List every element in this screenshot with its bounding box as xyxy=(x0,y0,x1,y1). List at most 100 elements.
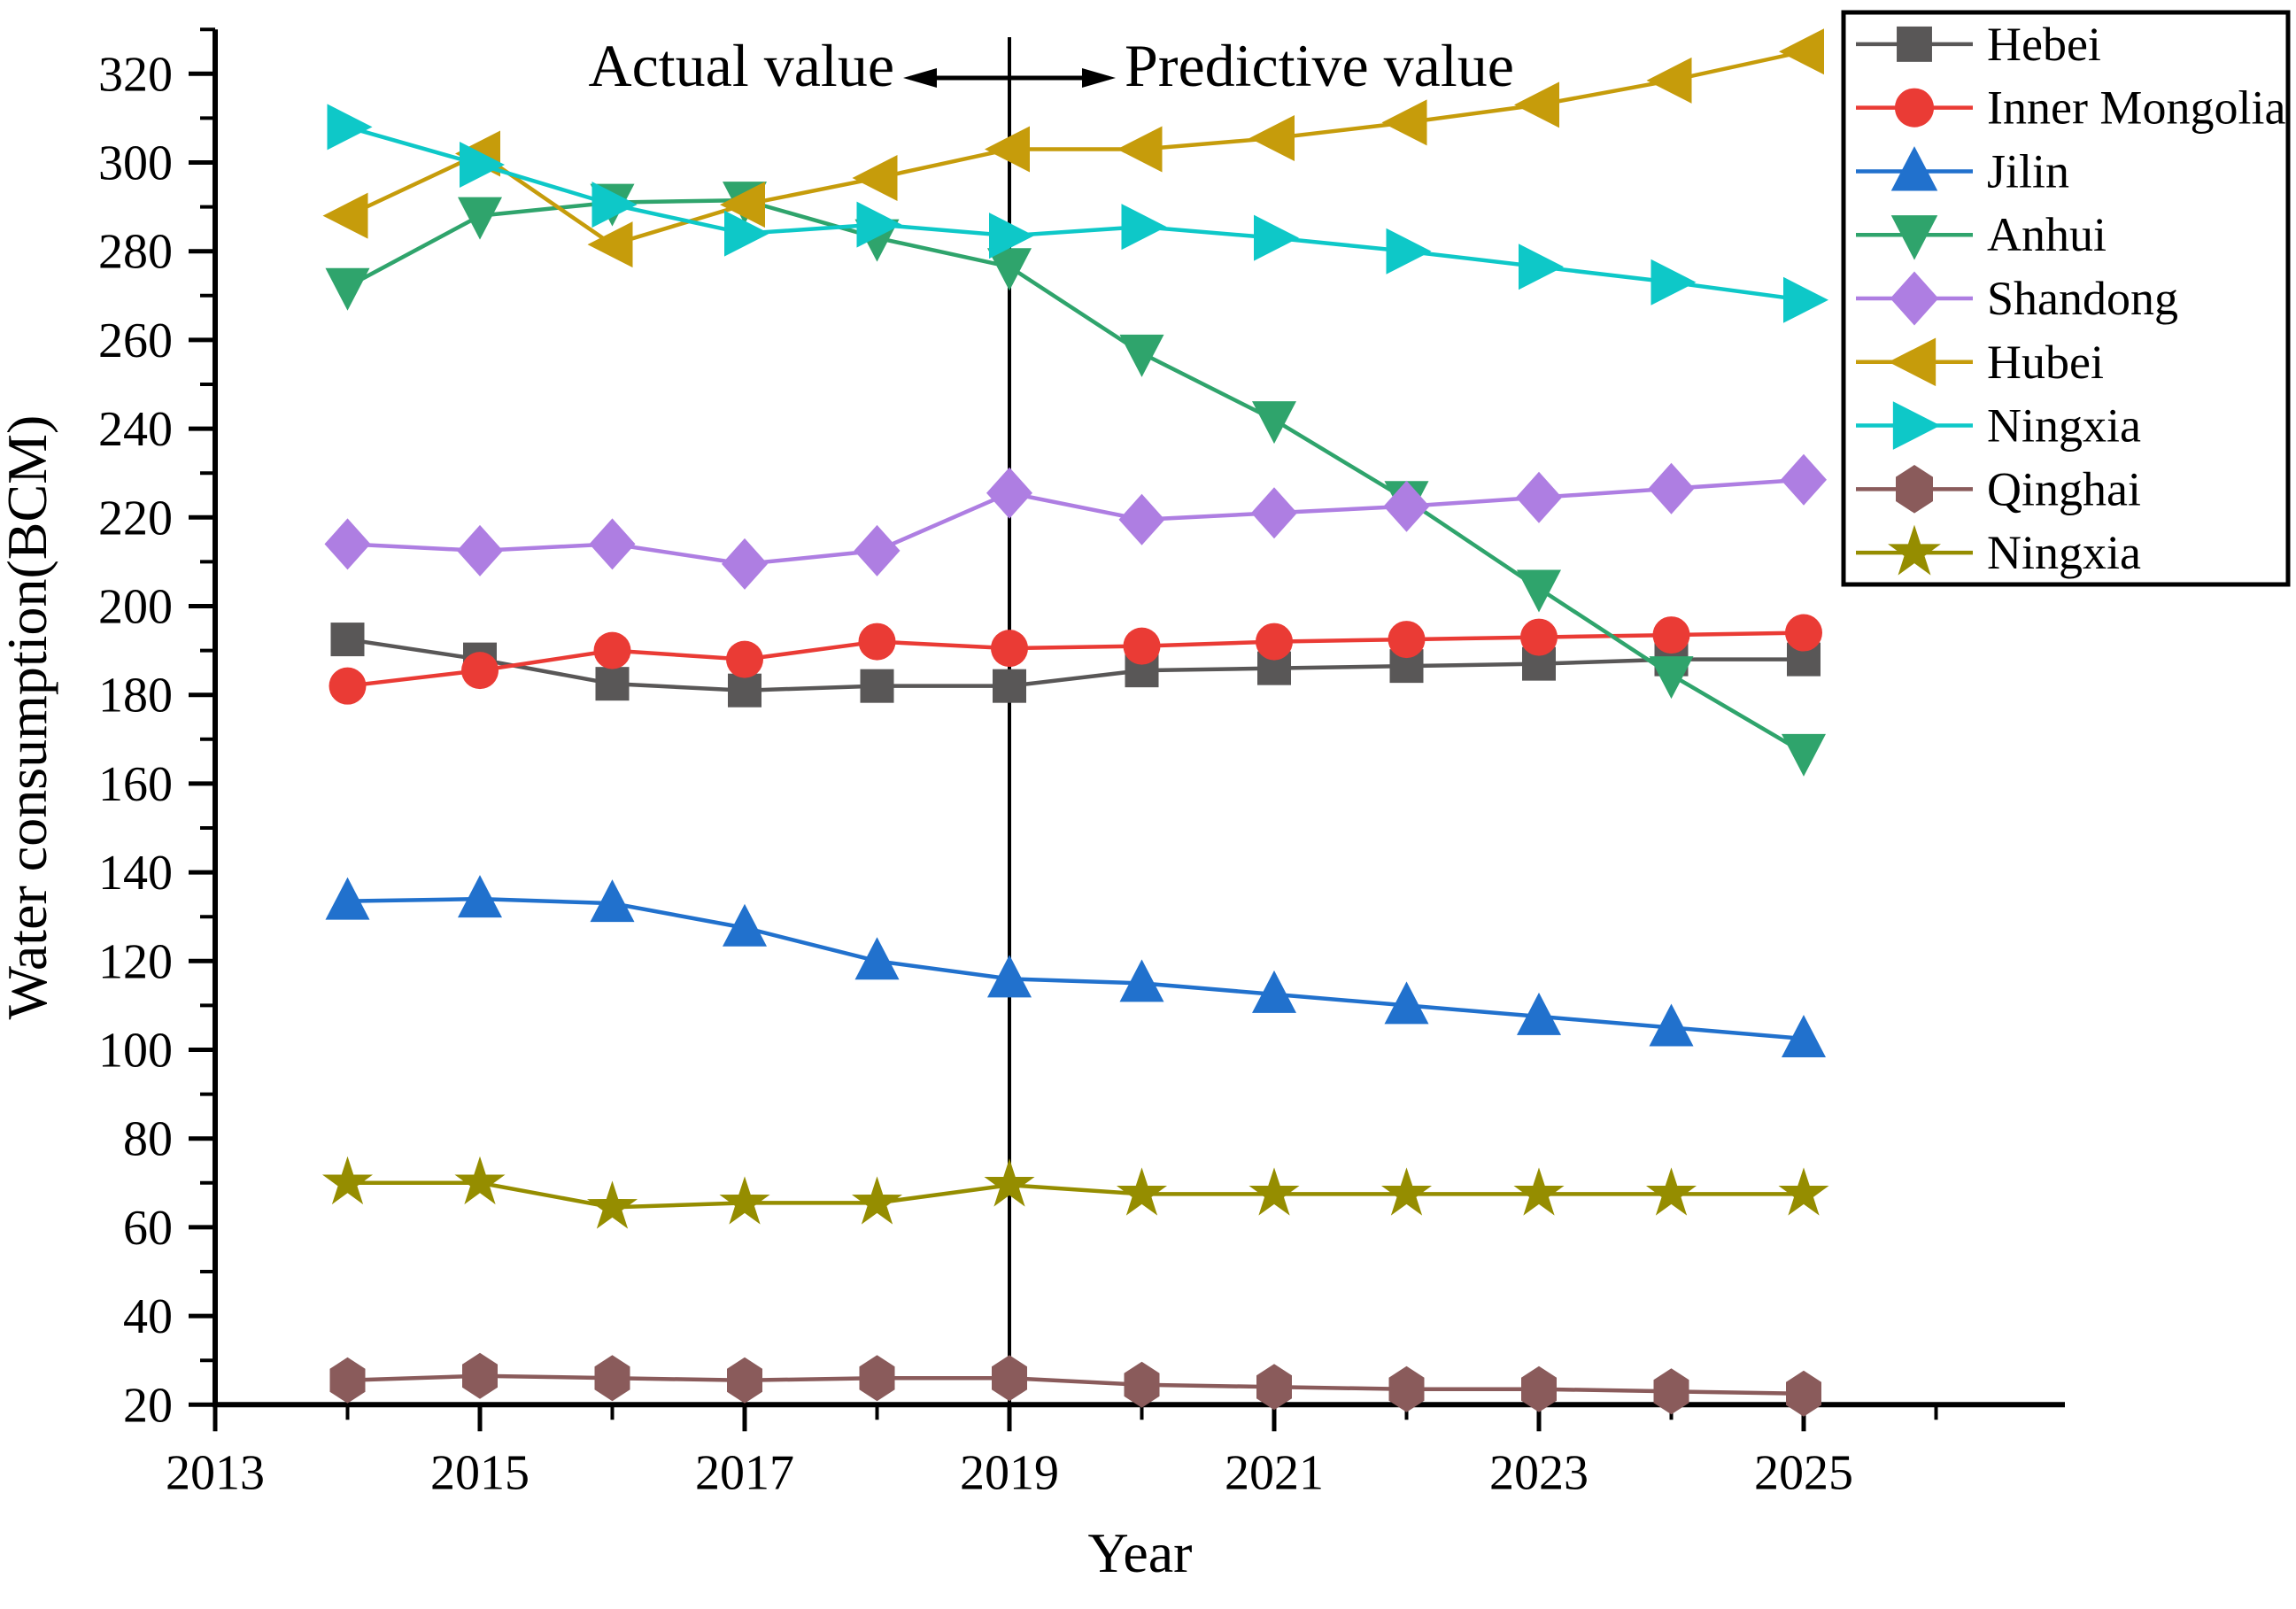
star-marker-icon xyxy=(454,1156,506,1205)
triangle-up-marker-icon xyxy=(987,955,1032,998)
star-marker-icon xyxy=(1513,1167,1565,1216)
series-inner-mongolia-1 xyxy=(329,614,1822,705)
y-tick-label: 320 xyxy=(98,47,173,102)
square-marker-icon xyxy=(728,673,761,708)
series-qinghai-7 xyxy=(329,1352,1821,1417)
arrowhead-right-icon xyxy=(1082,68,1116,88)
star-marker-icon xyxy=(586,1180,638,1229)
star-marker-icon xyxy=(1248,1167,1300,1216)
triangle-left-marker-icon xyxy=(322,192,368,239)
legend-item-inner-mongolia-1: Inner Mongolia xyxy=(1856,81,2285,135)
hexagon-marker-icon xyxy=(859,1355,895,1402)
triangle-right-marker-icon xyxy=(327,104,373,151)
circle-marker-icon xyxy=(1388,621,1426,659)
triangle-down-marker-icon xyxy=(325,267,370,311)
y-tick-label: 140 xyxy=(98,846,173,901)
x-tick-label: 2017 xyxy=(695,1445,794,1500)
triangle-left-marker-icon xyxy=(852,155,898,202)
star-marker-icon xyxy=(719,1176,770,1225)
legend-item-ningxia-8: Ningxia xyxy=(1856,524,2141,579)
legend-label: Shandong xyxy=(1987,272,2178,325)
triangle-right-marker-icon xyxy=(1254,214,1299,261)
triangle-down-marker-icon xyxy=(1649,656,1694,700)
circle-marker-icon xyxy=(1123,627,1161,665)
annotation: Actual value Predictive value xyxy=(588,32,1514,1405)
triangle-up-marker-icon xyxy=(1517,992,1561,1035)
triangle-right-marker-icon xyxy=(1121,204,1167,251)
y-tick-label: 280 xyxy=(98,225,173,280)
legend-item-ningxia-6: Ningxia xyxy=(1856,399,2141,453)
legend-label: Hebei xyxy=(1987,18,2101,71)
legend-item-hebei-0: Hebei xyxy=(1856,18,2101,71)
circle-marker-icon xyxy=(593,631,631,669)
circle-marker-icon xyxy=(991,630,1028,668)
hexagon-marker-icon xyxy=(462,1352,498,1399)
y-tick-label: 120 xyxy=(98,934,173,989)
diamond-marker-icon xyxy=(457,524,503,576)
star-marker-icon xyxy=(1116,1167,1168,1216)
triangle-down-marker-icon xyxy=(1119,334,1164,377)
diamond-marker-icon xyxy=(1781,453,1827,506)
hexagon-marker-icon xyxy=(992,1355,1027,1402)
predictive-value-label: Predictive value xyxy=(1125,32,1514,99)
x-tick-label: 2013 xyxy=(166,1445,265,1500)
triangle-up-marker-icon xyxy=(1119,959,1164,1002)
series-line xyxy=(346,50,1805,247)
triangle-up-marker-icon xyxy=(1890,146,1938,191)
diamond-marker-icon xyxy=(1648,462,1695,514)
actual-value-label: Actual value xyxy=(588,32,894,99)
triangle-right-marker-icon xyxy=(856,201,902,248)
triangle-left-marker-icon xyxy=(1381,99,1427,146)
triangle-down-marker-icon xyxy=(1517,569,1561,613)
triangle-down-marker-icon xyxy=(987,248,1032,291)
square-marker-icon xyxy=(330,623,365,657)
diamond-marker-icon xyxy=(324,518,371,570)
y-tick-label: 220 xyxy=(98,491,173,545)
triangle-left-marker-icon xyxy=(1514,81,1559,128)
x-tick-label: 2025 xyxy=(1754,1445,1853,1500)
circle-marker-icon xyxy=(1256,623,1293,661)
triangle-right-marker-icon xyxy=(460,142,505,189)
diamond-marker-icon xyxy=(854,524,901,576)
triangle-right-marker-icon xyxy=(1386,228,1432,275)
diamond-marker-icon xyxy=(1890,271,1939,326)
triangle-up-marker-icon xyxy=(325,877,370,920)
legend-label: Anhui xyxy=(1987,208,2107,261)
triangle-up-marker-icon xyxy=(458,875,502,918)
hexagon-marker-icon xyxy=(1896,465,1933,514)
triangle-right-marker-icon xyxy=(1783,276,1828,323)
triangle-down-marker-icon xyxy=(1782,733,1826,777)
x-tick-label: 2021 xyxy=(1225,1445,1324,1500)
circle-marker-icon xyxy=(1652,616,1690,654)
triangle-down-marker-icon xyxy=(458,197,502,240)
square-marker-icon xyxy=(860,669,894,703)
square-marker-icon xyxy=(1897,26,1932,62)
series-hubei-5 xyxy=(322,28,1824,268)
triangle-left-marker-icon xyxy=(1249,114,1295,161)
arrowhead-left-icon xyxy=(903,68,937,88)
triangle-down-marker-icon xyxy=(1252,401,1296,445)
hexagon-marker-icon xyxy=(1521,1365,1557,1412)
y-tick-label: 60 xyxy=(123,1201,173,1256)
circle-marker-icon xyxy=(726,640,763,678)
y-tick-label: 80 xyxy=(123,1112,173,1167)
hexagon-marker-icon xyxy=(1653,1368,1689,1415)
square-marker-icon xyxy=(595,667,630,701)
x-tick-label: 2019 xyxy=(960,1445,1059,1500)
y-tick-label: 160 xyxy=(98,757,173,812)
diamond-marker-icon xyxy=(1516,471,1562,523)
legend-item-jilin-2: Jilin xyxy=(1856,144,2069,197)
triangle-right-marker-icon xyxy=(1519,244,1564,290)
diamond-marker-icon xyxy=(1251,487,1297,539)
triangle-right-marker-icon xyxy=(1892,401,1941,450)
triangle-left-marker-icon xyxy=(1779,28,1824,75)
series-line xyxy=(347,477,1805,567)
hexagon-marker-icon xyxy=(1786,1370,1821,1417)
triangle-up-marker-icon xyxy=(1384,981,1429,1025)
series-line xyxy=(346,197,1805,754)
triangle-right-marker-icon xyxy=(1650,259,1697,306)
circle-marker-icon xyxy=(1520,618,1558,656)
legend-item-shandong-4: Shandong xyxy=(1856,271,2178,326)
